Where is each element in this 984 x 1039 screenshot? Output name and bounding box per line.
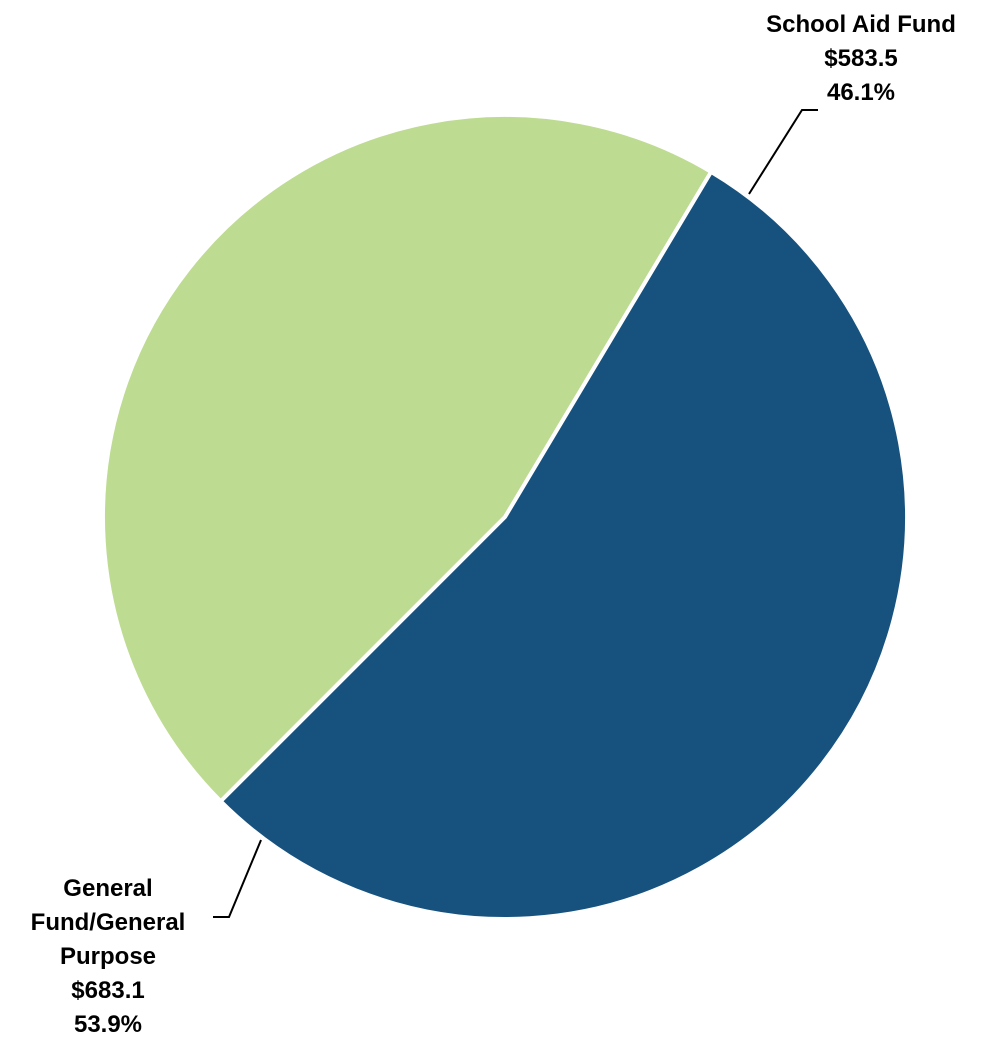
slice-value-general-fund: $683.1 (71, 977, 144, 1004)
leader-line-school-aid-fund (748, 109, 818, 195)
slice-label-school-aid-fund: School Aid Fund (766, 11, 956, 38)
slice-label-general-fund-line3: Purpose (60, 943, 156, 970)
slice-label-general-fund-line2: Fund/General (31, 909, 186, 936)
slice-value-school-aid-fund: $583.5 (824, 45, 897, 72)
pie-slice-school-aid-fund (100, 112, 714, 804)
leader-line-general-fund (213, 839, 262, 918)
slice-label-general-fund-line1: General (63, 875, 152, 902)
slice-percent-school-aid-fund: 46.1% (827, 79, 895, 106)
slice-percent-general-fund: 53.9% (74, 1011, 142, 1038)
pie-slice-general-fund-general-purpose (218, 169, 909, 921)
pie-slices (100, 112, 909, 921)
